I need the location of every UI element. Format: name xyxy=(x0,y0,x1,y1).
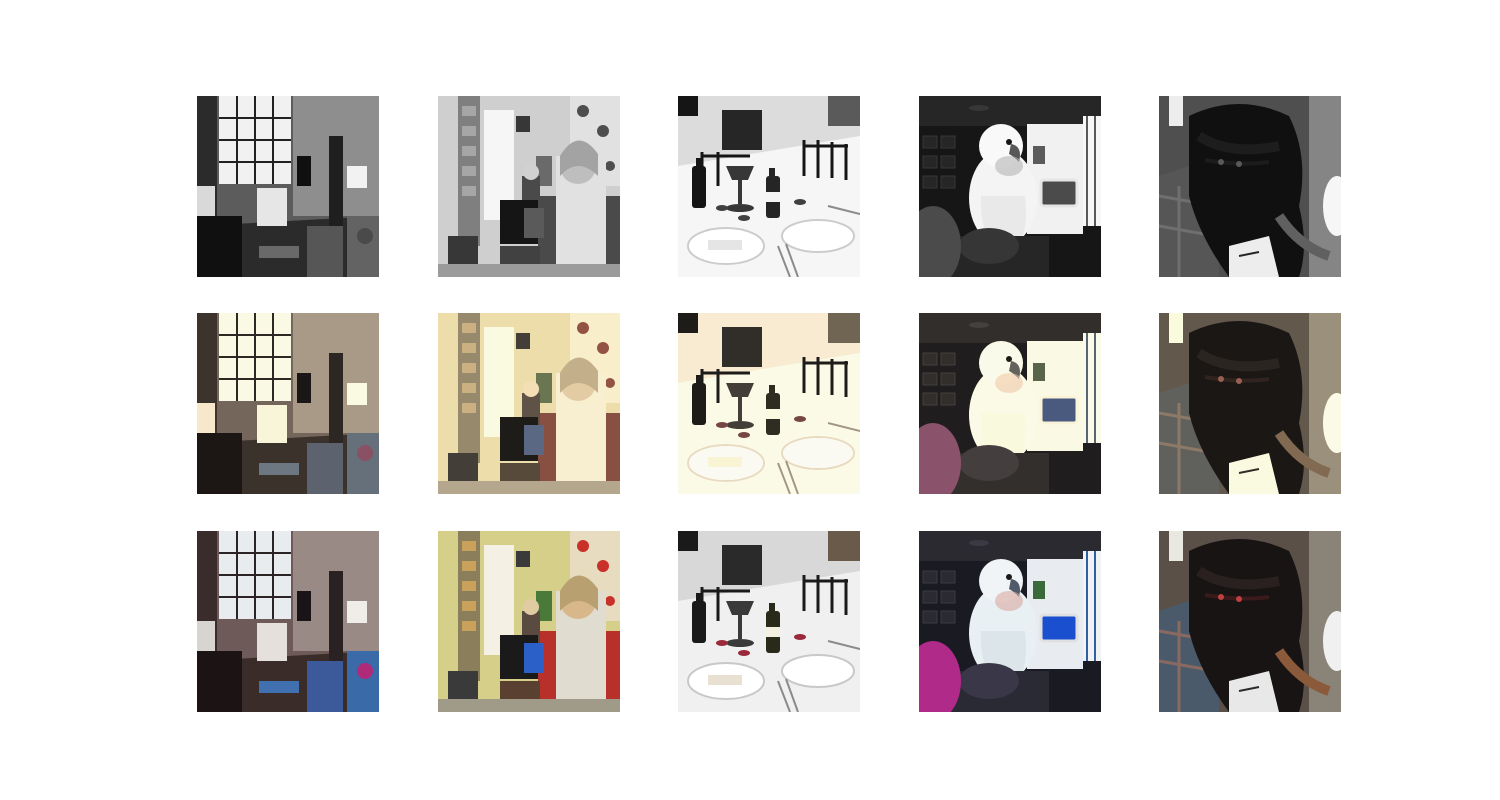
man-with-laptop-image xyxy=(438,96,620,277)
dinner-table-image xyxy=(678,96,860,277)
living-room-image xyxy=(197,96,379,277)
dog-image xyxy=(1159,313,1341,494)
row-sepia xyxy=(0,313,1500,495)
cockatoo-image xyxy=(919,313,1101,494)
dog-image xyxy=(1159,96,1341,277)
man-with-laptop-image xyxy=(438,531,620,712)
row-color xyxy=(0,531,1500,713)
dinner-table-image xyxy=(678,313,860,494)
man-with-laptop-image xyxy=(438,313,620,494)
living-room-image xyxy=(197,313,379,494)
cockatoo-image xyxy=(919,96,1101,277)
dinner-table-image xyxy=(678,531,860,712)
dog-image xyxy=(1159,531,1341,712)
cockatoo-image xyxy=(919,531,1101,712)
row-grayscale xyxy=(0,96,1500,278)
living-room-image xyxy=(197,531,379,712)
